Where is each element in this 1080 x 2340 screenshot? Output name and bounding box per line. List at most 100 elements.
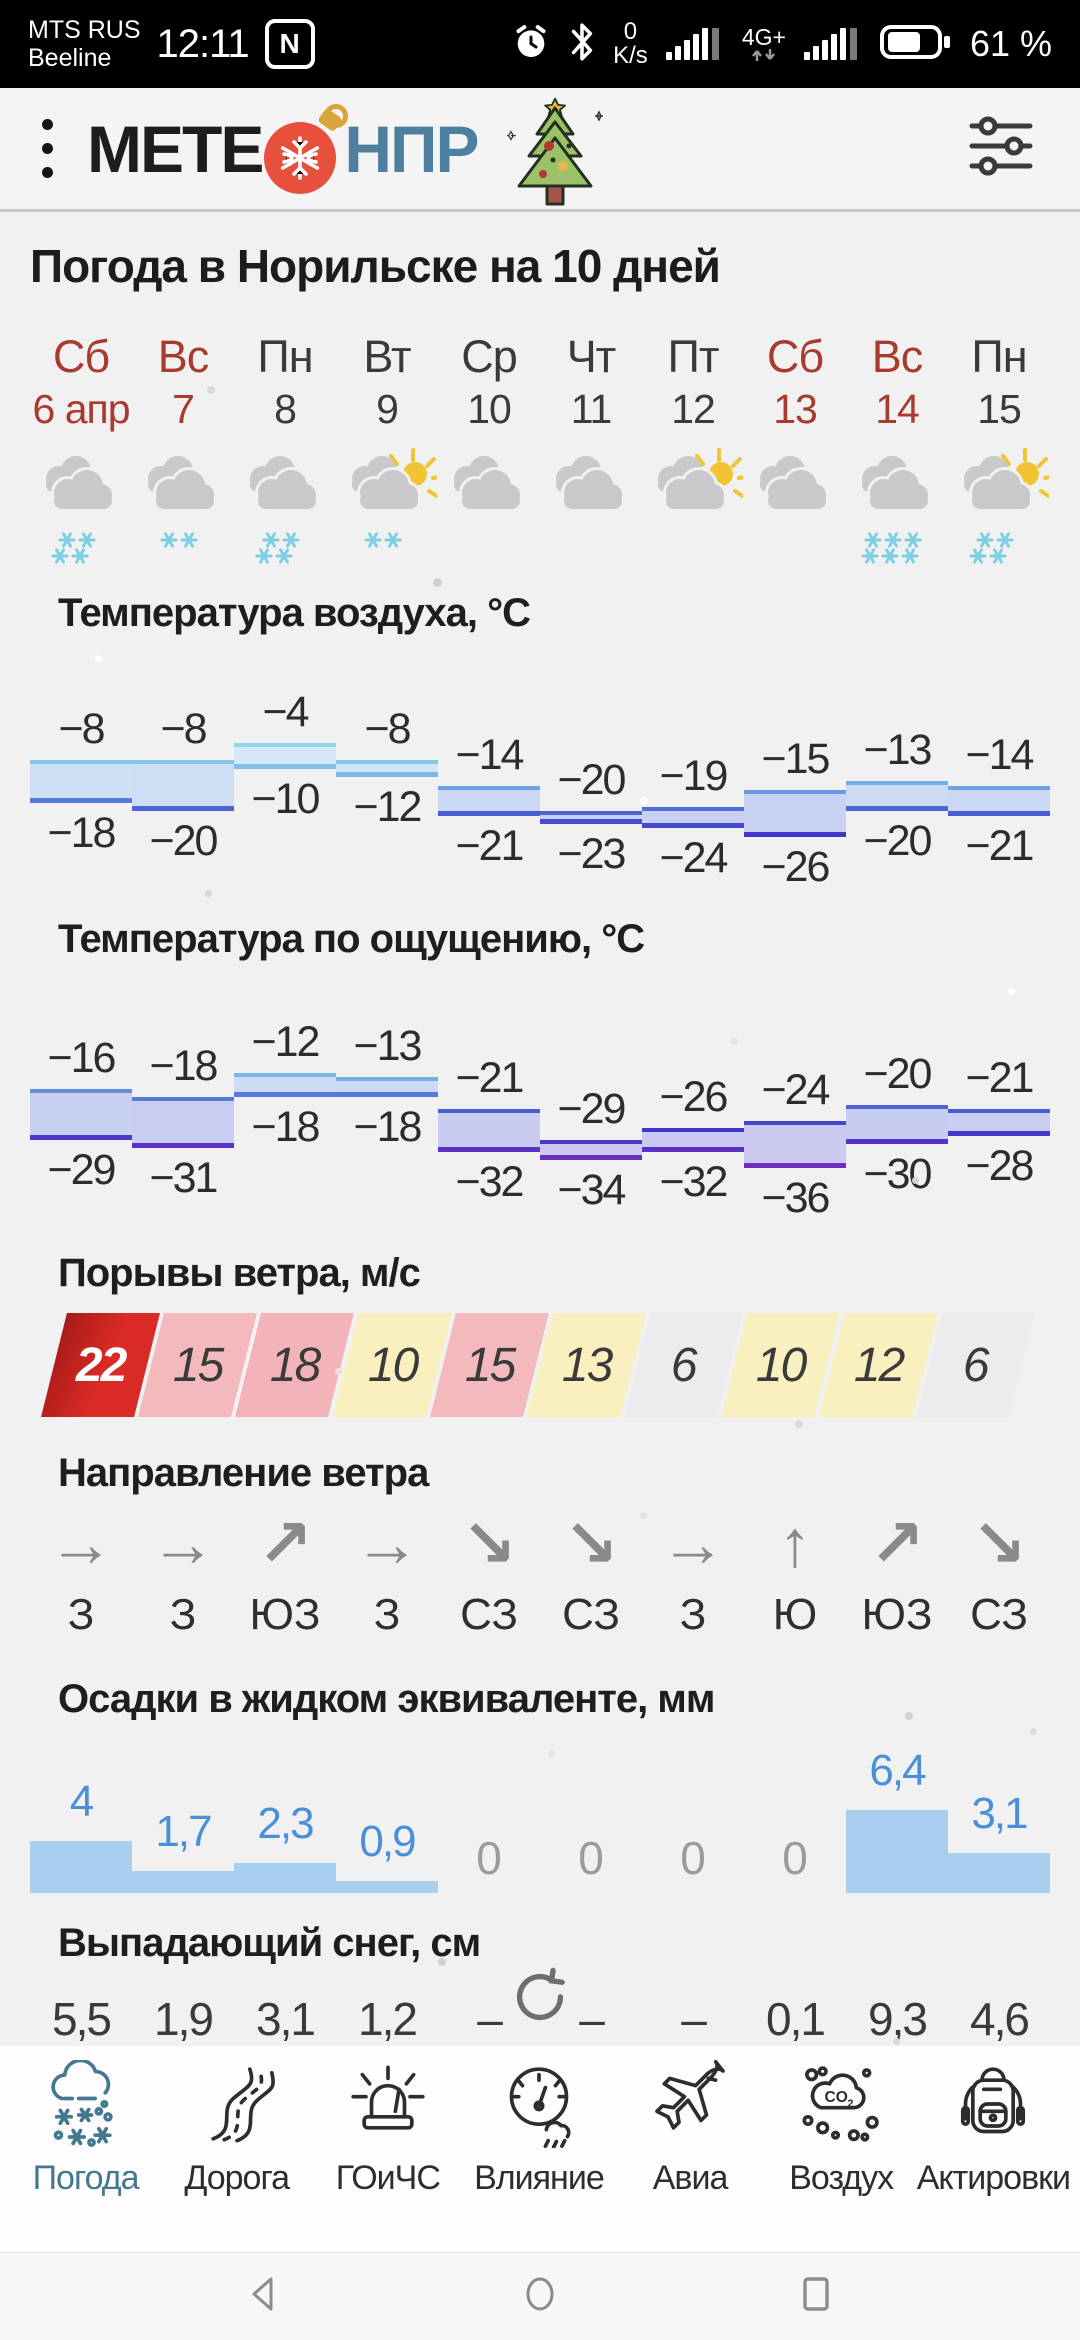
nav-item-актировки[interactable]: Актировки	[916, 2060, 1071, 2198]
recents-icon[interactable]	[793, 2271, 839, 2322]
day-column-10[interactable]: Ср 10	[438, 330, 540, 434]
refresh-icon[interactable]	[506, 1963, 574, 2036]
day-column-15[interactable]: Пн 15	[948, 330, 1050, 434]
battery-icon	[879, 22, 954, 67]
temp-range-band	[30, 760, 132, 803]
temp-range-band	[642, 807, 744, 829]
max-temp-label: −19	[659, 752, 729, 801]
nav-label: Актировки	[916, 2159, 1071, 2197]
cloud-icon	[744, 448, 846, 573]
precip-bar	[948, 1853, 1050, 1893]
temp-range-band	[438, 1108, 540, 1153]
max-temp-label: −26	[659, 1073, 729, 1122]
snowfall-value: 1,2	[358, 1993, 418, 2045]
section-title-wind-dir: Направление ветра	[58, 1451, 429, 1495]
page-title: Погода в Норильске на 10 дней	[30, 240, 721, 292]
christmas-tree-icon	[503, 90, 607, 215]
max-temp-label: −13	[353, 1021, 423, 1070]
nav-item-погода[interactable]: Погода	[10, 2058, 161, 2198]
snowfall-value: –	[477, 1993, 503, 2045]
max-temp-label: −4	[262, 688, 309, 736]
wind-direction-arrows: → → ↗ → ↘ ↘ → ↑ ↗ ↘	[30, 1506, 1050, 1580]
day-column-13[interactable]: Сб 13	[744, 330, 846, 434]
day-column-14[interactable]: Вс 14	[846, 330, 948, 434]
max-temp-label: −29	[557, 1085, 627, 1134]
precip-value-label: 1,7	[155, 1807, 212, 1856]
temp-range-band	[438, 785, 540, 816]
nav-item-дорога[interactable]: Дорога	[161, 2060, 312, 2198]
day-abbr: Ср	[461, 331, 518, 382]
wind-direction-label: З	[373, 1590, 401, 1639]
min-temp-label: −21	[455, 821, 525, 870]
min-temp-label: −28	[965, 1142, 1035, 1191]
max-temp-label: −15	[761, 735, 831, 783]
nav-label: Погода	[32, 2159, 140, 2197]
nav-item-гоичс[interactable]: ГОиЧС	[312, 2060, 463, 2198]
filters-settings-icon[interactable]	[958, 103, 1044, 194]
co2-cloud-icon: CO 2	[797, 2060, 885, 2153]
nav-item-авиа[interactable]: Авиа	[615, 2060, 766, 2198]
day-abbr: Пт	[667, 331, 720, 382]
nav-item-влияние[interactable]: Влияние	[463, 2060, 614, 2198]
snowfall-value: 1,9	[154, 1993, 214, 2045]
temp-range-band	[744, 790, 846, 837]
min-temp-label: −18	[251, 1102, 321, 1151]
day-column-12[interactable]: Пт 12	[642, 330, 744, 434]
day-date: 14	[875, 386, 920, 432]
air-temp-chart: −8 −18 −8 −20 −4 −10 −8 −12 −14 −21 −20 −23 −19 −24 −1…	[30, 635, 1050, 905]
precip-zero-label: 0	[680, 1832, 706, 1884]
max-temp-label: −14	[455, 730, 525, 779]
christmas-ornament-icon	[264, 103, 349, 194]
home-icon[interactable]	[517, 2271, 563, 2322]
day-column-8[interactable]: Пн 8	[234, 330, 336, 434]
precip-zero-label: 0	[476, 1832, 502, 1884]
bottom-nav: Погода Дорога ГОиЧС Влияние Авиа CO 2 Во…	[0, 2046, 1080, 2252]
precip-zero-label: 0	[578, 1832, 604, 1884]
wind-direction-label: З	[67, 1590, 95, 1639]
day-column-7[interactable]: Вс 7	[132, 330, 234, 434]
min-temp-label: −21	[965, 821, 1035, 870]
days-row: Сб 6 апр Вс 7 Пн 8 Вт 9 Ср 10 Чт 11 Пт 12 Сб 13…	[30, 330, 1050, 434]
min-temp-label: −10	[251, 774, 321, 823]
wind-direction-label: З	[679, 1590, 707, 1639]
snowfall-row: 5,5 1,9 3,1 1,2 – – – 0,1 9,3 4,6	[30, 1967, 1050, 2049]
min-temp-label: −26	[761, 843, 831, 891]
precipitation-chart: 4 1,7 2,3 0,9 0 0 0 0 6,4 3,1	[30, 1721, 1050, 1893]
temp-range-band	[948, 1108, 1050, 1137]
backpack-icon	[949, 2060, 1037, 2153]
day-column-9[interactable]: Вт 9	[336, 330, 438, 434]
nav-label: Воздух	[789, 2159, 894, 2197]
day-column-11[interactable]: Чт 11	[540, 330, 642, 434]
wind-direction-label: ЮЗ	[249, 1590, 321, 1639]
section-title-gusts: Порывы ветра, м/с	[58, 1251, 421, 1295]
wind-arrow-icon: ↘	[461, 1506, 517, 1580]
max-temp-label: −18	[149, 1041, 219, 1090]
battery-percent: 61 %	[969, 23, 1052, 64]
app-header: МЕТЕ НПР	[0, 88, 1080, 212]
precip-value-label: 4	[69, 1777, 94, 1826]
min-temp-label: −24	[659, 834, 729, 883]
wind-direction-label: ЮЗ	[861, 1590, 933, 1639]
wind-arrow-icon: ↘	[563, 1506, 619, 1580]
day-column-6-апр[interactable]: Сб 6 апр	[30, 330, 132, 434]
bluetooth-icon	[567, 21, 597, 68]
network-badge: 4G+	[742, 26, 786, 62]
snow-cloud-icon	[42, 2058, 130, 2153]
precip-bar	[846, 1810, 948, 1893]
logo-text-right: НПР	[344, 111, 479, 186]
min-temp-label: −30	[863, 1150, 933, 1199]
nav-item-воздух[interactable]: CO 2 Воздух	[766, 2060, 917, 2198]
max-temp-label: −12	[251, 1018, 321, 1066]
kebab-menu-icon[interactable]	[36, 113, 59, 184]
clock: 12:11	[156, 21, 250, 66]
wind-arrow-icon: →	[354, 1506, 420, 1580]
svg-text:2: 2	[848, 2098, 854, 2110]
cloud-snow-icon	[846, 448, 948, 573]
day-date: 8	[274, 386, 297, 432]
weather-icons-row	[30, 448, 1058, 573]
wind-arrow-icon: ↗	[869, 1506, 925, 1580]
nav-label: Дорога	[184, 2159, 290, 2197]
day-abbr: Вс	[157, 331, 210, 382]
back-icon[interactable]	[241, 2271, 287, 2322]
data-rate: 0 K/s	[613, 18, 648, 69]
